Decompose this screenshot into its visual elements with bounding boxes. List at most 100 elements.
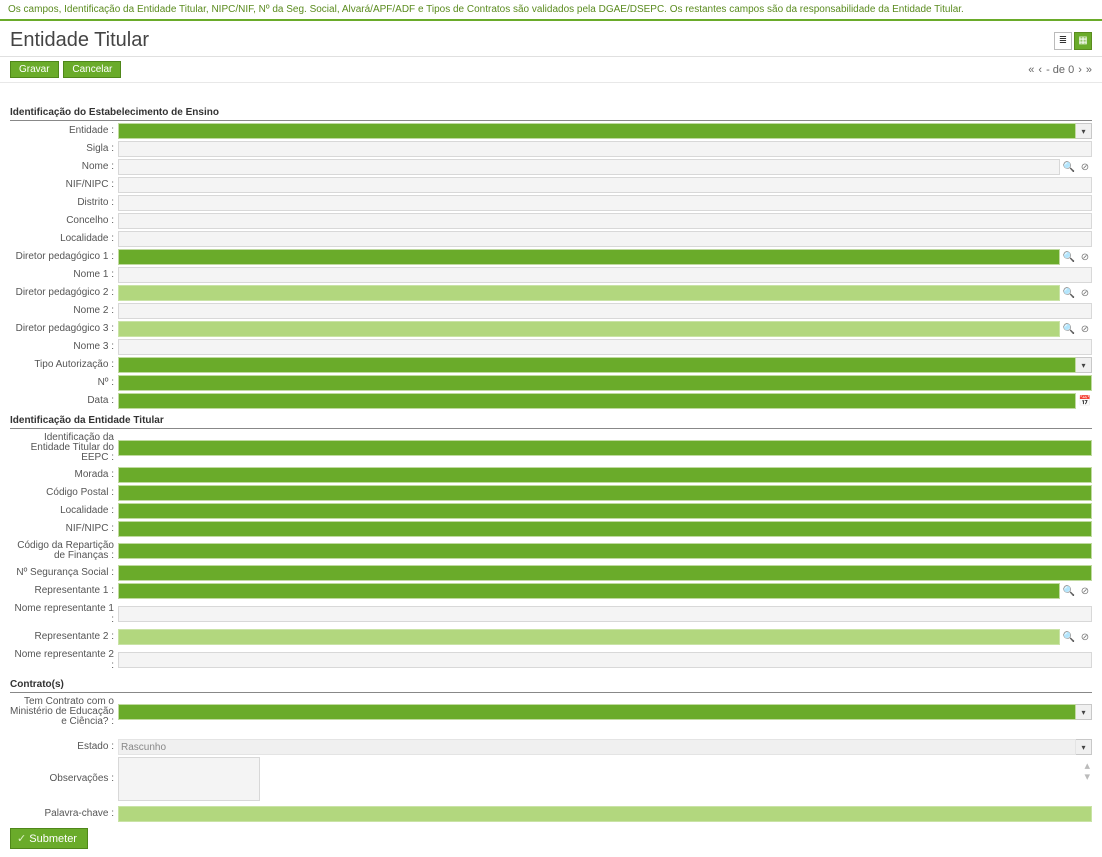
notice-bar: Os campos, Identificação da Entidade Tit… — [0, 0, 1102, 21]
localidade2-input[interactable] — [118, 503, 1092, 519]
clear-icon[interactable]: ⊘ — [1078, 250, 1092, 264]
nif2-input[interactable] — [118, 521, 1092, 537]
label-morada: Morada : — [10, 467, 118, 483]
nrep2-input[interactable] — [118, 652, 1092, 668]
num-input[interactable] — [118, 375, 1092, 391]
page-title: Entidade Titular — [10, 29, 149, 52]
label-tipoaut: Tipo Autorização : — [10, 357, 118, 373]
pager-prev-icon[interactable]: ‹ — [1038, 64, 1042, 76]
label-ident-ent: Identificação da Entidade Titular do EEP… — [10, 431, 118, 465]
label-cpostal: Código Postal : — [10, 485, 118, 501]
pager-text: - de 0 — [1046, 64, 1074, 76]
submit-button[interactable]: Submeter — [10, 828, 88, 849]
section-title-2: Identificação da Entidade Titular — [10, 411, 1092, 429]
nseg-input[interactable] — [118, 565, 1092, 581]
label-sigla: Sigla : — [10, 141, 118, 157]
label-localidade: Localidade : — [10, 231, 118, 247]
label-nome: Nome : — [10, 159, 118, 175]
clear-icon[interactable]: ⊘ — [1078, 160, 1092, 174]
nome3-input[interactable] — [118, 339, 1092, 355]
tipoaut-select[interactable] — [118, 357, 1076, 373]
chevron-down-icon[interactable]: ▾ — [1076, 704, 1092, 720]
dir3-input[interactable] — [118, 321, 1060, 337]
calendar-icon[interactable]: 📅 — [1078, 394, 1092, 408]
label-palavra: Palavra-chave : — [10, 806, 118, 822]
label-dir2: Diretor pedagógico 2 : — [10, 285, 118, 301]
label-tem-contrato: Tem Contrato com o Ministério de Educaçã… — [10, 695, 118, 729]
dir1-input[interactable] — [118, 249, 1060, 265]
search-icon[interactable]: 🔍 — [1062, 160, 1076, 174]
label-nome3: Nome 3 : — [10, 339, 118, 355]
clear-icon[interactable]: ⊘ — [1078, 630, 1092, 644]
toolbar: Gravar Cancelar « ‹ - de 0 › » — [0, 57, 1102, 83]
label-obs: Observações : — [10, 757, 118, 786]
rep1-input[interactable] — [118, 583, 1060, 599]
search-icon[interactable]: 🔍 — [1062, 250, 1076, 264]
nif-input[interactable] — [118, 177, 1092, 193]
list-view-icon[interactable]: ≣ — [1054, 32, 1072, 50]
ident-ent-input[interactable] — [118, 440, 1092, 456]
label-data: Data : — [10, 393, 118, 409]
label-rep2: Representante 2 : — [10, 629, 118, 645]
cancel-button[interactable]: Cancelar — [63, 61, 121, 78]
localidade-input[interactable] — [118, 231, 1092, 247]
label-localidade2: Localidade : — [10, 503, 118, 519]
dir2-input[interactable] — [118, 285, 1060, 301]
nrep1-input[interactable] — [118, 606, 1092, 622]
label-nif: NIF/NIPC : — [10, 177, 118, 193]
sigla-input[interactable] — [118, 141, 1092, 157]
clear-icon[interactable]: ⊘ — [1078, 322, 1092, 336]
label-estado: Estado : — [10, 739, 118, 755]
label-nrep2: Nome representante 2 : — [10, 647, 118, 673]
grid-view-icon[interactable]: ▦ — [1074, 32, 1092, 50]
label-nseg: Nº Segurança Social : — [10, 565, 118, 581]
save-button[interactable]: Gravar — [10, 61, 59, 78]
clear-icon[interactable]: ⊘ — [1078, 584, 1092, 598]
obs-textarea[interactable] — [118, 757, 260, 801]
chevron-down-icon: ▾ — [1076, 739, 1092, 755]
chevron-down-icon[interactable]: ▾ — [1076, 357, 1092, 373]
section-title-3: Contrato(s) — [10, 675, 1092, 693]
tem-contrato-select[interactable] — [118, 704, 1076, 720]
label-nome1: Nome 1 : — [10, 267, 118, 283]
rep2-input[interactable] — [118, 629, 1060, 645]
view-toggle: ≣ ▦ — [1054, 32, 1092, 50]
concelho-input[interactable] — [118, 213, 1092, 229]
morada-input[interactable] — [118, 467, 1092, 483]
search-icon[interactable]: 🔍 — [1062, 322, 1076, 336]
label-concelho: Concelho : — [10, 213, 118, 229]
distrito-input[interactable] — [118, 195, 1092, 211]
label-entidade: Entidade : — [10, 123, 118, 139]
label-dir3: Diretor pedagógico 3 : — [10, 321, 118, 337]
search-icon[interactable]: 🔍 — [1062, 630, 1076, 644]
label-codfin: Código da Repartição de Finanças : — [10, 539, 118, 563]
pager-next-icon[interactable]: › — [1078, 64, 1082, 76]
section-title-1: Identificação do Estabelecimento de Ensi… — [10, 87, 1092, 121]
cpostal-input[interactable] — [118, 485, 1092, 501]
codfin-input[interactable] — [118, 543, 1092, 559]
pager-first-icon[interactable]: « — [1028, 64, 1034, 76]
label-distrito: Distrito : — [10, 195, 118, 211]
toolbar-buttons: Gravar Cancelar — [10, 61, 121, 78]
entidade-select[interactable] — [118, 123, 1076, 139]
label-nrep1: Nome representante 1 : — [10, 601, 118, 627]
data-input[interactable] — [118, 393, 1076, 409]
nome2-input[interactable] — [118, 303, 1092, 319]
estado-select — [118, 739, 1076, 755]
section-estabelecimento: Identificação do Estabelecimento de Ensi… — [0, 83, 1102, 822]
nome-input[interactable] — [118, 159, 1060, 175]
title-row: Entidade Titular ≣ ▦ — [0, 21, 1102, 57]
label-dir1: Diretor pedagógico 1 : — [10, 249, 118, 265]
label-nif2: NIF/NIPC : — [10, 521, 118, 537]
chevron-down-icon[interactable]: ▾ — [1076, 123, 1092, 139]
search-icon[interactable]: 🔍 — [1062, 286, 1076, 300]
pager: « ‹ - de 0 › » — [1028, 64, 1092, 76]
submit-bar: Submeter — [0, 824, 1102, 857]
label-rep1: Representante 1 : — [10, 583, 118, 599]
nome1-input[interactable] — [118, 267, 1092, 283]
palavra-input[interactable] — [118, 806, 1092, 822]
search-icon[interactable]: 🔍 — [1062, 584, 1076, 598]
label-nome2: Nome 2 : — [10, 303, 118, 319]
pager-last-icon[interactable]: » — [1086, 64, 1092, 76]
clear-icon[interactable]: ⊘ — [1078, 286, 1092, 300]
